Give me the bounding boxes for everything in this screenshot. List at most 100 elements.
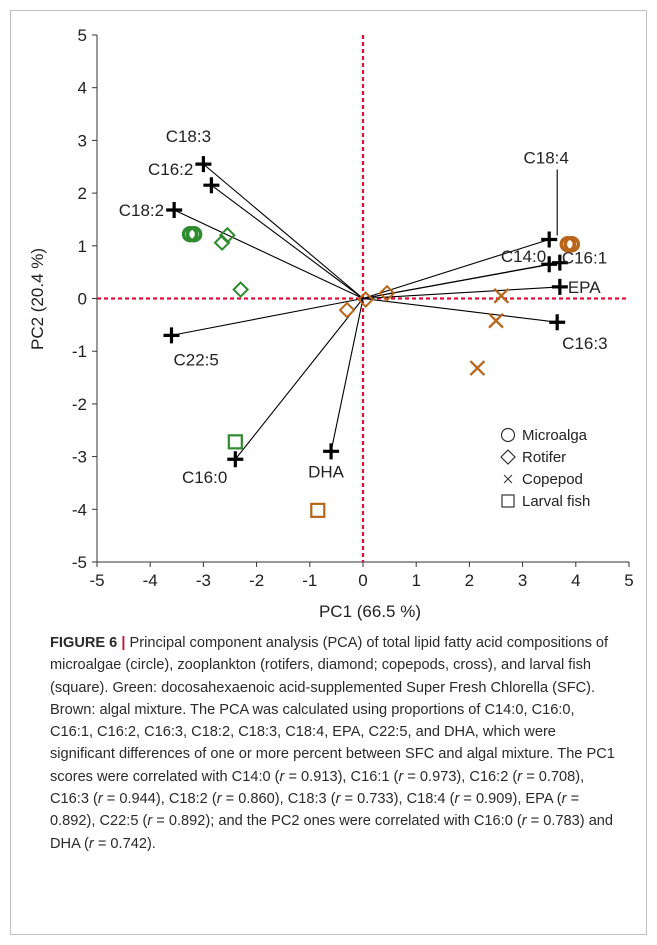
loading-label-epa: EPA [568, 278, 601, 297]
caption-segment: = 0.733), C18:4 ( [340, 791, 455, 808]
loading-epa-marker [551, 278, 568, 295]
loading-label-c18-3: C18:3 [166, 127, 211, 146]
loading-label-c16-0: C16:0 [182, 468, 227, 487]
caption-segment: = 0.860), C18:3 ( [221, 791, 336, 808]
loading-dha-marker [323, 443, 340, 460]
x-tick-label: 0 [358, 571, 367, 590]
caption-italic-r: r [88, 835, 94, 852]
x-tick-label: -1 [302, 571, 317, 590]
legend-copepod-label: Copepod [522, 471, 583, 488]
loading-c22-5-marker [163, 327, 180, 344]
legend: Microalga Rotifer Copepod Larval fish [500, 427, 590, 510]
caption-separator: | [121, 635, 126, 651]
caption-italic-r: r [335, 791, 341, 808]
legend-rotifer-label: Rotifer [522, 449, 566, 466]
x-tick-label: -5 [89, 571, 104, 590]
axes: -5 -4 -3 -2 -1 0 1 2 3 4 5 -5 -4 -3 -2 -1 0 1 2 3 4 5 [72, 26, 634, 590]
x-tick-label: 1 [411, 571, 420, 590]
loading-dha-vector [330, 298, 364, 452]
legend-copepod-symbol [503, 474, 513, 484]
legend-microalga-symbol [500, 427, 516, 443]
loading-label-c14-0: C14:0 [501, 247, 546, 266]
loading-c18-4-marker [541, 231, 558, 248]
x-tick-label: 3 [518, 571, 527, 590]
y-tick-label: 2 [78, 184, 87, 203]
caption-italic-r: r [97, 791, 103, 808]
loading-label-c16-1: C16:1 [562, 249, 607, 268]
caption-italic-r: r [147, 813, 153, 830]
rotifer-point [338, 301, 356, 319]
caption-segment: = 0.742). [93, 835, 156, 852]
loading-c18-3-marker [195, 156, 212, 173]
larval-fish-point [310, 502, 326, 518]
figure-label: FIGURE 6 [50, 635, 118, 651]
larval-fish-point [227, 434, 243, 450]
loading-c22-5-vector [171, 297, 364, 336]
rotifer-point [213, 234, 231, 252]
legend-larval-fish-label: Larval fish [522, 493, 590, 510]
x-tick-label: 5 [624, 571, 633, 590]
loading-c16-3-vector [362, 297, 558, 323]
y-tick-label: 3 [78, 131, 87, 150]
y-axis-label: PC2 (20.4 %) [28, 248, 47, 350]
caption-segment: = 0.783) and DHA ( [50, 813, 614, 852]
caption-text: Principal component analysis (PCA) of to… [50, 635, 615, 852]
loading-c16-1-marker [551, 254, 568, 271]
caption-italic-r: r [216, 791, 222, 808]
loading-label-c16-2: C16:2 [148, 160, 193, 179]
loading-label-c16-3: C16:3 [562, 334, 607, 353]
caption-segment: = 0.909), EPA ( [459, 791, 562, 808]
sample-points [181, 225, 581, 518]
loading-c16-1-vector [362, 262, 560, 300]
loading-label-dha: DHA [308, 462, 345, 481]
y-tick-label: -2 [72, 395, 87, 414]
y-tick-label: 4 [78, 79, 87, 98]
x-tick-label: 2 [465, 571, 474, 590]
caption-italic-r: r [454, 791, 460, 808]
caption-segment: = 0.708), C16:3 ( [50, 768, 585, 808]
loading-label-c18-2: C18:2 [119, 201, 164, 220]
x-tick-label: 4 [571, 571, 580, 590]
rotifer-point [378, 284, 396, 302]
y-tick-label: -4 [72, 500, 87, 519]
x-axis-label: PC1 (66.5 %) [319, 602, 421, 621]
y-tick-label: 0 [78, 290, 87, 309]
legend-microalga-label: Microalga [522, 427, 588, 444]
y-tick-label: -3 [72, 448, 87, 467]
caption-italic-r: r [398, 768, 404, 785]
copepod-point [488, 312, 504, 329]
loading-epa-vector [362, 286, 560, 300]
legend-rotifer-symbol [500, 449, 516, 465]
x-tick-label: -4 [143, 571, 158, 590]
figure-caption: FIGURE 6 | Principal component analysis … [50, 632, 620, 855]
loading-c18-2-marker [166, 201, 183, 218]
x-tick-label: -2 [249, 571, 264, 590]
microalga-point [563, 235, 581, 253]
caption-segment: = 0.892), C22:5 ( [50, 791, 580, 830]
loading-c18-2-vector [173, 209, 364, 299]
loading-c16-2-marker [203, 177, 220, 194]
x-tick-label: -3 [196, 571, 211, 590]
loading-c16-2-vector [211, 184, 364, 299]
caption-italic-r: r [521, 813, 527, 830]
caption-segment: = 0.944), C18:2 ( [102, 791, 217, 808]
caption-italic-r: r [279, 768, 285, 785]
caption-segment: = 0.892); and the PC2 ones were correlat… [152, 813, 522, 830]
figure-frame [10, 10, 647, 935]
y-tick-label: -5 [72, 553, 87, 572]
loading-vectors: C18:3 C16:2 C18:2 C22:5 C16:0 DHA C18:4 C14:0 C1… [119, 127, 608, 487]
y-tick-label: 5 [78, 26, 87, 45]
rotifer-point [357, 291, 375, 308]
y-tick-label: -1 [72, 342, 87, 361]
loading-c16-0-vector [234, 298, 364, 460]
loading-c16-0-marker [227, 451, 244, 468]
copepod-point [469, 360, 486, 376]
caption-segment: Principal component analysis (PCA) of to… [50, 635, 615, 785]
loading-c16-3-marker [549, 314, 566, 331]
loading-label-c18-4: C18:4 [524, 148, 569, 167]
caption-italic-r: r [517, 768, 523, 785]
rotifer-point [232, 281, 250, 298]
loading-label-c22-5: C22:5 [173, 350, 218, 369]
loading-c18-3-vector [203, 163, 364, 299]
